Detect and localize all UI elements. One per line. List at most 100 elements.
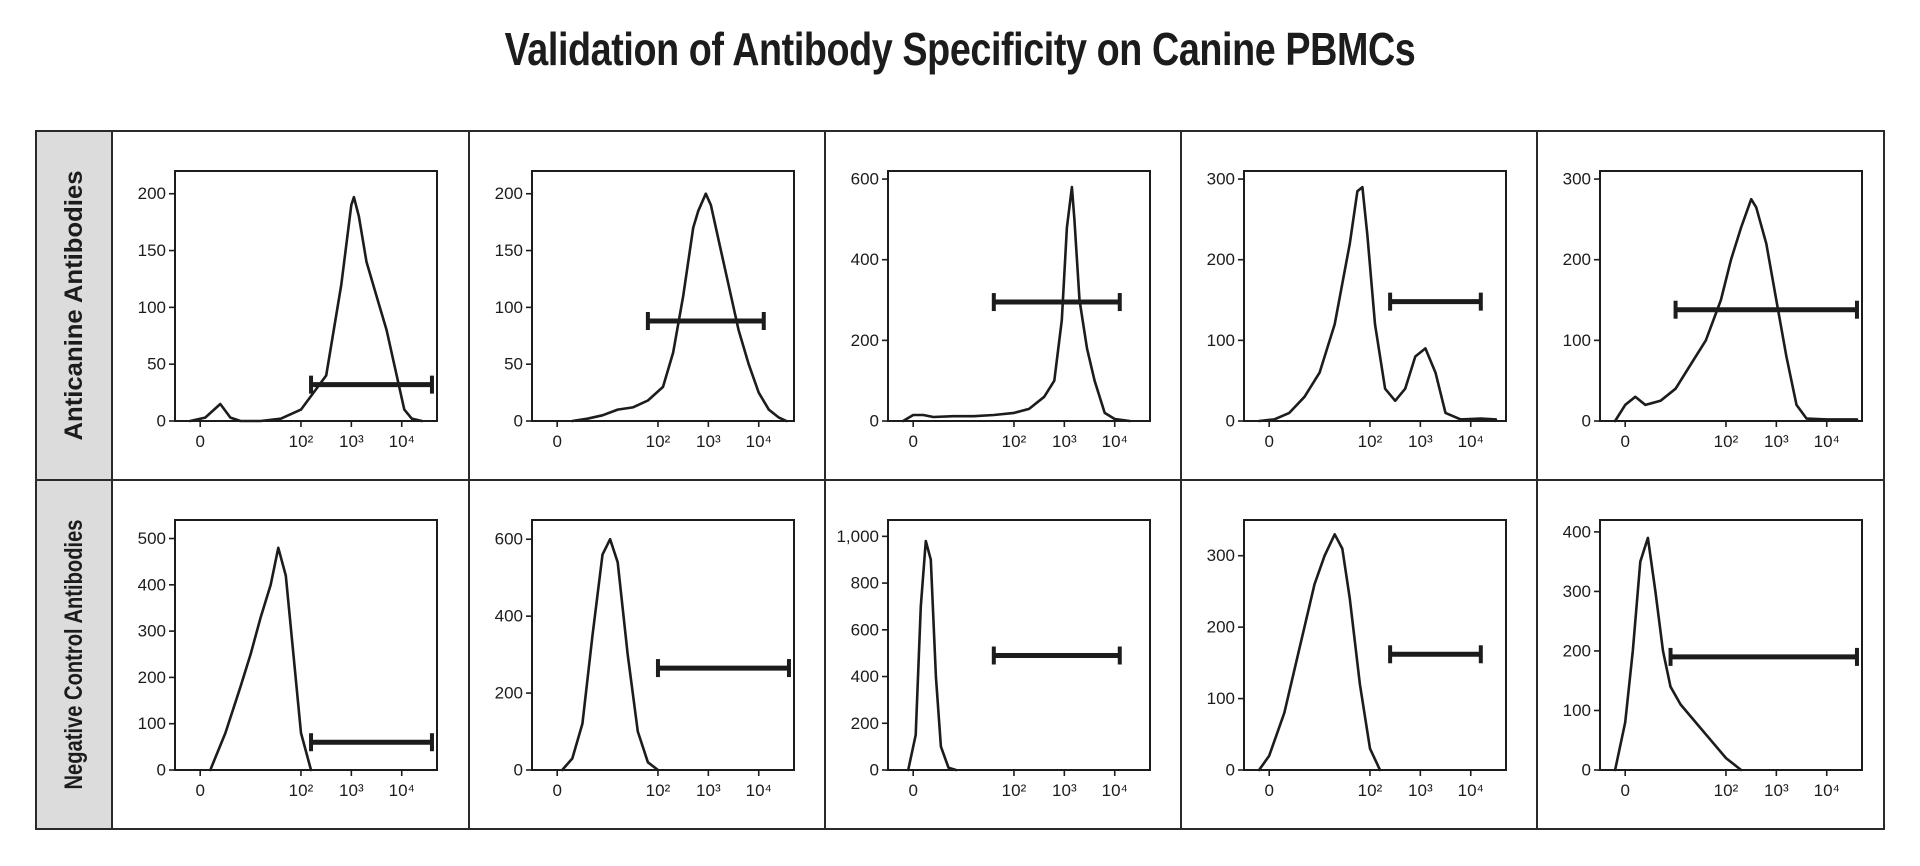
gate-marker xyxy=(1388,645,1483,664)
plot-area xyxy=(531,519,795,771)
y-tick-label: 600 xyxy=(495,530,523,549)
y-tick-label: 200 xyxy=(851,331,879,350)
histogram-curve xyxy=(901,185,1132,423)
y-tick-label: 400 xyxy=(495,607,523,626)
histogram-panel-anticanine-5: 0 100 200 300 0 10² 10³ 10⁴ xyxy=(1563,170,1863,451)
histogram-curve xyxy=(1257,532,1382,772)
y-tick-label: 300 xyxy=(1563,170,1591,189)
y-tick-label: 100 xyxy=(495,298,523,317)
x-tick-label: 10³ xyxy=(1408,781,1433,800)
histogram-curve xyxy=(188,195,424,423)
y-tick-label: 300 xyxy=(138,622,166,641)
y-tick-label: 200 xyxy=(495,684,523,703)
x-tick-label: 10⁴ xyxy=(1458,781,1484,800)
x-tick-label: 10⁴ xyxy=(746,432,772,451)
x-tick-label: 10⁴ xyxy=(1102,781,1128,800)
y-tick-label: 800 xyxy=(851,574,879,593)
histogram-panel-anticanine-1: 0 50 100 150 200 0 10² 10³ 10⁴ xyxy=(138,170,438,451)
plot-area xyxy=(174,519,438,771)
x-tick-label: 0 xyxy=(908,781,917,800)
y-tick-label: 150 xyxy=(138,241,166,260)
plot-area xyxy=(1599,519,1863,771)
plot-area xyxy=(174,170,438,422)
x-tick-label: 0 xyxy=(195,432,204,451)
y-tick-label: 200 xyxy=(1207,250,1235,269)
y-tick-label: 50 xyxy=(504,355,523,374)
y-tick-label: 200 xyxy=(138,184,166,203)
y-tick-label: 200 xyxy=(1563,250,1591,269)
x-tick-label: 10⁴ xyxy=(746,781,772,800)
y-tick-label: 200 xyxy=(1563,641,1591,660)
x-tick-label: 0 xyxy=(552,781,561,800)
histogram-panel-anticanine-3: 0 200 400 600 0 10² 10³ 10⁴ xyxy=(851,170,1151,451)
x-tick-label: 10⁴ xyxy=(1814,432,1840,451)
x-tick-label: 10² xyxy=(1002,781,1027,800)
x-tick-label: 10³ xyxy=(1764,432,1789,451)
x-tick-label: 10² xyxy=(1358,432,1383,451)
x-tick-label: 0 xyxy=(1264,781,1273,800)
x-tick-label: 10² xyxy=(1358,781,1383,800)
histogram-curve xyxy=(209,546,313,772)
y-tick-label: 400 xyxy=(851,250,879,269)
x-tick-label: 10² xyxy=(646,781,671,800)
gate-marker xyxy=(1668,647,1859,666)
histogram-curve xyxy=(1613,197,1859,423)
x-tick-label: 10² xyxy=(646,432,671,451)
y-tick-label: 200 xyxy=(495,184,523,203)
x-tick-label: 10² xyxy=(1002,432,1027,451)
histogram-curve xyxy=(570,192,788,423)
plot-area xyxy=(1243,170,1507,422)
plot-area xyxy=(887,519,1151,771)
y-tick-label: 400 xyxy=(1563,522,1591,541)
x-tick-label: 0 xyxy=(195,781,204,800)
x-tick-label: 10³ xyxy=(1408,432,1433,451)
y-tick-label: 300 xyxy=(1207,170,1235,189)
y-tick-label: 0 xyxy=(157,412,166,431)
gate-marker xyxy=(991,293,1122,312)
x-tick-label: 10⁴ xyxy=(1102,432,1128,451)
plot-area xyxy=(1243,519,1507,771)
gate-marker xyxy=(1388,292,1483,311)
gate-marker xyxy=(1673,300,1859,319)
histogram-panel-negative-4: 0 100 200 300 0 10² 10³ 10⁴ xyxy=(1207,519,1507,800)
y-tick-label: 0 xyxy=(1226,412,1235,431)
histogram-panel-negative-5: 0 100 200 300 400 0 10² 10³ 10⁴ xyxy=(1563,519,1863,800)
histogram-panel-negative-2: 0 200 400 600 0 10² 10³ 10⁴ xyxy=(495,519,795,800)
figure-title: Validation of Antibody Specificity on Ca… xyxy=(504,23,1416,75)
y-tick-label: 100 xyxy=(138,714,166,733)
x-tick-label: 10³ xyxy=(339,432,364,451)
y-tick-label: 100 xyxy=(1207,689,1235,708)
y-tick-label: 200 xyxy=(851,714,879,733)
gate-marker xyxy=(991,646,1122,665)
y-tick-label: 200 xyxy=(138,668,166,687)
histogram-curve xyxy=(560,537,660,772)
x-tick-label: 10⁴ xyxy=(389,781,415,800)
histogram-panel-negative-3: 0 200 400 600 800 1,000 0 10² 10³ 10⁴ xyxy=(836,519,1151,800)
histogram-panel-anticanine-4: 0 100 200 300 0 10² 10³ 10⁴ xyxy=(1207,170,1507,451)
x-tick-label: 0 xyxy=(908,432,917,451)
gate-marker xyxy=(655,659,791,678)
y-tick-label: 0 xyxy=(514,761,523,780)
x-tick-label: 10² xyxy=(1714,781,1739,800)
row-label-anticanine: Anticanine Antibodies xyxy=(60,171,88,441)
y-tick-label: 1,000 xyxy=(836,527,879,546)
y-tick-label: 0 xyxy=(1582,761,1591,780)
gate-marker xyxy=(645,312,766,330)
x-tick-label: 0 xyxy=(552,432,561,451)
y-tick-label: 600 xyxy=(851,170,879,189)
y-tick-label: 500 xyxy=(138,529,166,548)
y-tick-label: 600 xyxy=(851,620,879,639)
x-tick-label: 0 xyxy=(1264,432,1273,451)
y-tick-label: 100 xyxy=(138,298,166,317)
x-tick-label: 0 xyxy=(1620,432,1629,451)
y-tick-label: 50 xyxy=(147,355,166,374)
y-tick-label: 100 xyxy=(1563,701,1591,720)
y-tick-label: 400 xyxy=(138,575,166,594)
y-tick-label: 150 xyxy=(495,241,523,260)
x-tick-label: 10³ xyxy=(339,781,364,800)
x-tick-label: 10² xyxy=(1714,432,1739,451)
gate-marker xyxy=(309,733,434,752)
y-tick-label: 300 xyxy=(1207,546,1235,565)
